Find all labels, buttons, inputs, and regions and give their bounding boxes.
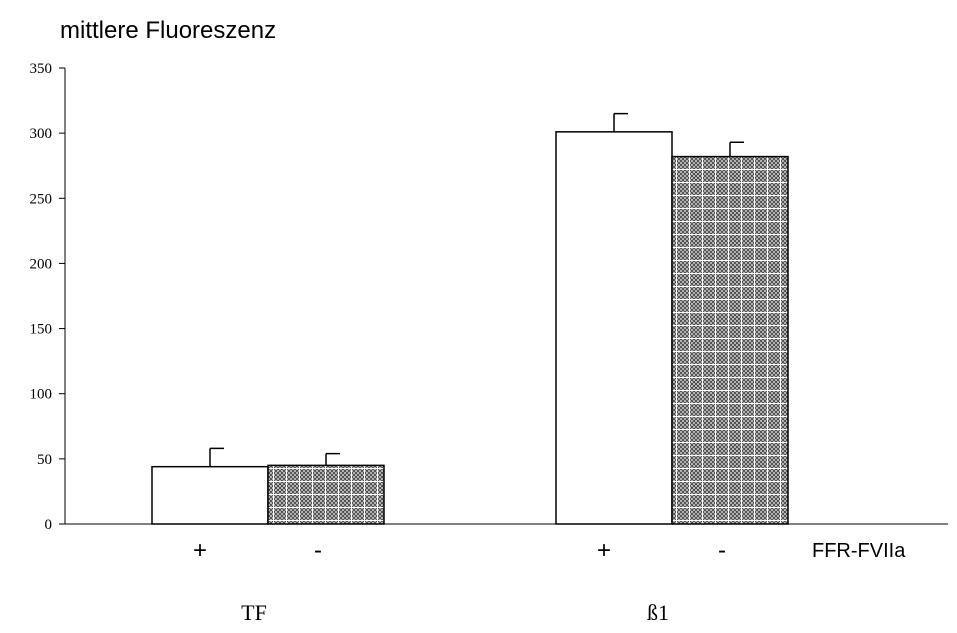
error-bar: [209, 447, 224, 467]
chart-title: mittlere Fluoreszenz: [60, 17, 276, 44]
series-label: +: [597, 537, 611, 564]
error-bar: [729, 141, 744, 157]
y-tick-label: 350: [30, 61, 53, 77]
y-tick-label: 50: [37, 452, 52, 468]
x-axis-label: FFR-FVIIa: [812, 540, 906, 562]
y-tick-label: 250: [30, 191, 53, 207]
x-tick-label: ß1: [647, 600, 669, 625]
y-tick-label: 100: [30, 387, 53, 403]
series-label: -: [314, 537, 322, 564]
y-tick-label: 200: [30, 256, 53, 272]
error-bar: [325, 452, 340, 466]
bar: [267, 464, 385, 525]
bar: [671, 155, 789, 525]
y-tick-label: 150: [30, 322, 53, 338]
series-label: -: [718, 537, 726, 564]
error-bar: [613, 112, 628, 132]
x-tick-label: TF: [241, 600, 267, 625]
y-tick-label: 0: [45, 517, 53, 533]
y-tick-label: 300: [30, 126, 53, 142]
bar: [555, 131, 673, 525]
series-label: +: [193, 537, 207, 564]
bar: [151, 465, 269, 525]
